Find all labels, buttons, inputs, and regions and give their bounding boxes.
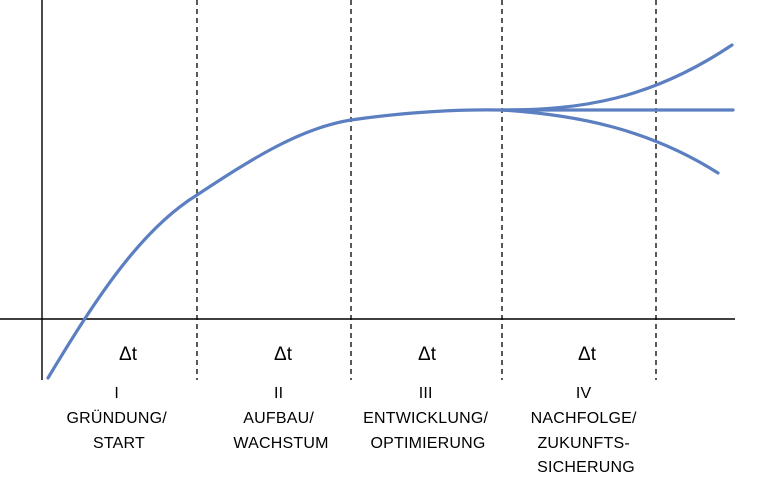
phase-1-numeral: I [114, 385, 119, 402]
phase-1-line-1: GRÜNDUNG/ [66, 409, 167, 427]
phase-2-delta: Δt [274, 344, 293, 365]
phase-3-label: III ENTWICKLUNG/ OPTIMIERUNG [363, 385, 493, 452]
phase-4-line-3: SICHERUNG [537, 459, 635, 476]
phase-2-numeral: II [274, 385, 283, 402]
phase-3-numeral: III [419, 385, 433, 402]
phase-2-line-1: AUFBAU/ [243, 410, 314, 427]
phase-1-label: I GRÜNDUNG/ START [66, 385, 171, 452]
phase-3-delta: Δt [418, 344, 437, 365]
phase-1-line-2: START [93, 435, 145, 452]
phase-2-line-2: WACHSTUM [233, 435, 328, 452]
phase-3-line-1: ENTWICKLUNG/ [363, 410, 488, 427]
curve-branch-decline [500, 108, 720, 175]
phase-3-line-2: OPTIMIERUNG [370, 435, 485, 452]
life-cycle-curve [46, 108, 504, 380]
curve-branch-growth [500, 43, 734, 112]
phase-1-delta: Δt [119, 344, 138, 365]
phase-4-label: IV NACHFOLGE/ ZUKUNFTS- SICHERUNG [531, 385, 642, 476]
phase-2-label: II AUFBAU/ WACHSTUM [233, 385, 328, 452]
phase-4-delta: Δt [578, 344, 597, 365]
phase-4-line-2: ZUKUNFTS- [537, 435, 629, 452]
phase-4-line-1: NACHFOLGE/ [531, 410, 637, 427]
phase-4-numeral: IV [576, 385, 592, 402]
